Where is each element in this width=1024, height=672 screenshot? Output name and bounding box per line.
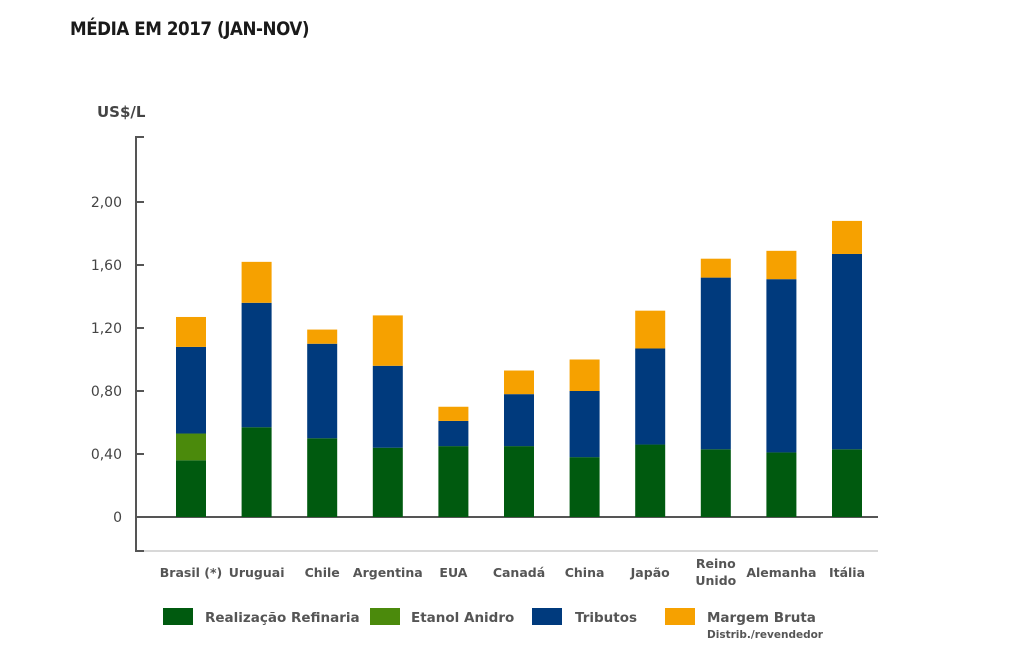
legend-swatch [163,608,193,625]
y-tick-label: 2,00 [91,195,122,211]
axes: 0 0,40 0,80 1,20 1,60 2,00 [91,136,878,552]
x-tick-label-line: Reino [696,556,736,571]
bar-segment [372,365,403,448]
legend-swatch [370,608,400,625]
bar-stack [176,316,206,517]
bar-segment [569,391,600,458]
bar-segment [700,277,731,450]
y-tick-label: 0,40 [91,447,122,463]
x-tick-label: Chile [305,565,340,580]
bar-segment [504,446,534,517]
bar-segment [635,310,666,349]
x-tick-label-line: Uruguai [229,565,285,580]
legend-swatch [532,608,562,625]
bar-segment [635,348,666,445]
bar-segment [372,315,403,366]
y-tick-label: 0,80 [91,384,122,400]
x-tick-label: Japão [630,565,670,580]
bar-segment [438,406,469,421]
bar-segment [241,261,272,303]
legend-swatch [665,608,695,625]
bar-segment [832,220,862,254]
legend-label: Tributos [575,610,637,626]
legend-label: Realização Refinaria [205,610,360,626]
x-tick-label-line: China [565,565,605,580]
bar-segment [700,449,731,517]
bar-segment [635,444,666,517]
bar-segment [766,279,797,453]
bar-stack [504,370,534,517]
legend: Realização Refinaria Etanol Anidro Tributo… [163,608,824,641]
x-tick-label-line: EUA [439,565,467,580]
bar-segment [241,302,272,428]
bar-stack [569,359,600,517]
bar-stack [438,406,469,517]
bar-segment [176,460,206,517]
x-tick-label: Canadá [493,565,545,580]
bar-stack [832,220,862,517]
bar-segment [832,449,862,517]
y-tick-label: 0 [113,510,122,526]
x-tick-label-line: Japão [630,565,670,580]
y-tick-label: 1,20 [91,321,122,337]
bar-stack [307,329,338,517]
bar-segment [504,370,534,395]
x-axis-labels: Brasil (*) Uruguai Chile Argentina EUA Canadá… [160,556,865,588]
x-tick-label: Alemanha [746,565,816,580]
legend-item: Realização Refinaria [163,608,360,626]
bar-segment [766,250,797,280]
x-tick-label: Uruguai [229,565,285,580]
bar-segment [569,457,600,517]
bar-segment [241,427,272,517]
x-tick-label-line: Unido [695,573,736,588]
bar-segment [307,438,338,517]
bar-segment [176,433,206,461]
bar-segment [176,346,206,434]
bar-stack [766,250,797,517]
x-tick-label: China [565,565,605,580]
bar-segment [766,452,797,517]
y-tick-label: 1,60 [91,258,122,274]
x-tick-label: Argentina [353,565,423,580]
x-tick-label-line: Chile [305,565,340,580]
bar-segment [504,394,534,447]
chart-title: MÉDIA EM 2017 (JAN-NOV) [70,18,310,40]
bar-segment [832,253,862,450]
bar-segment [700,258,731,278]
bar-stack [700,258,731,517]
bar-segment [372,447,403,517]
legend-sublabel: Distrib./revendedor [707,629,824,641]
bar-segment [438,446,469,517]
y-axis-unit-label: US$/L [97,103,146,121]
x-tick-label-line: Brasil (*) [160,565,222,580]
bar-segment [307,343,338,439]
x-tick-label: Itália [829,565,865,580]
bar-stack [372,315,403,517]
x-tick-label: Brasil (*) [160,565,222,580]
bar-segment [176,316,206,347]
bars [176,220,862,517]
x-tick-label-line: Alemanha [746,565,816,580]
bar-segment [569,359,600,391]
x-tick-label-line: Itália [829,565,865,580]
x-tick-label: EUA [439,565,467,580]
legend-item: Etanol Anidro [370,608,514,626]
x-tick-label: Reino Unido [695,556,736,588]
bar-segment [307,329,338,344]
x-tick-label-line: Canadá [493,565,545,580]
bar-stack [635,310,666,517]
legend-item: Margem Bruta Distrib./revendedor [665,608,824,641]
x-tick-label-line: Argentina [353,565,423,580]
legend-label: Etanol Anidro [411,610,514,626]
legend-label: Margem Bruta [707,610,816,626]
legend-item: Tributos [532,608,637,626]
bar-segment [438,420,469,447]
bar-stack [241,261,272,517]
